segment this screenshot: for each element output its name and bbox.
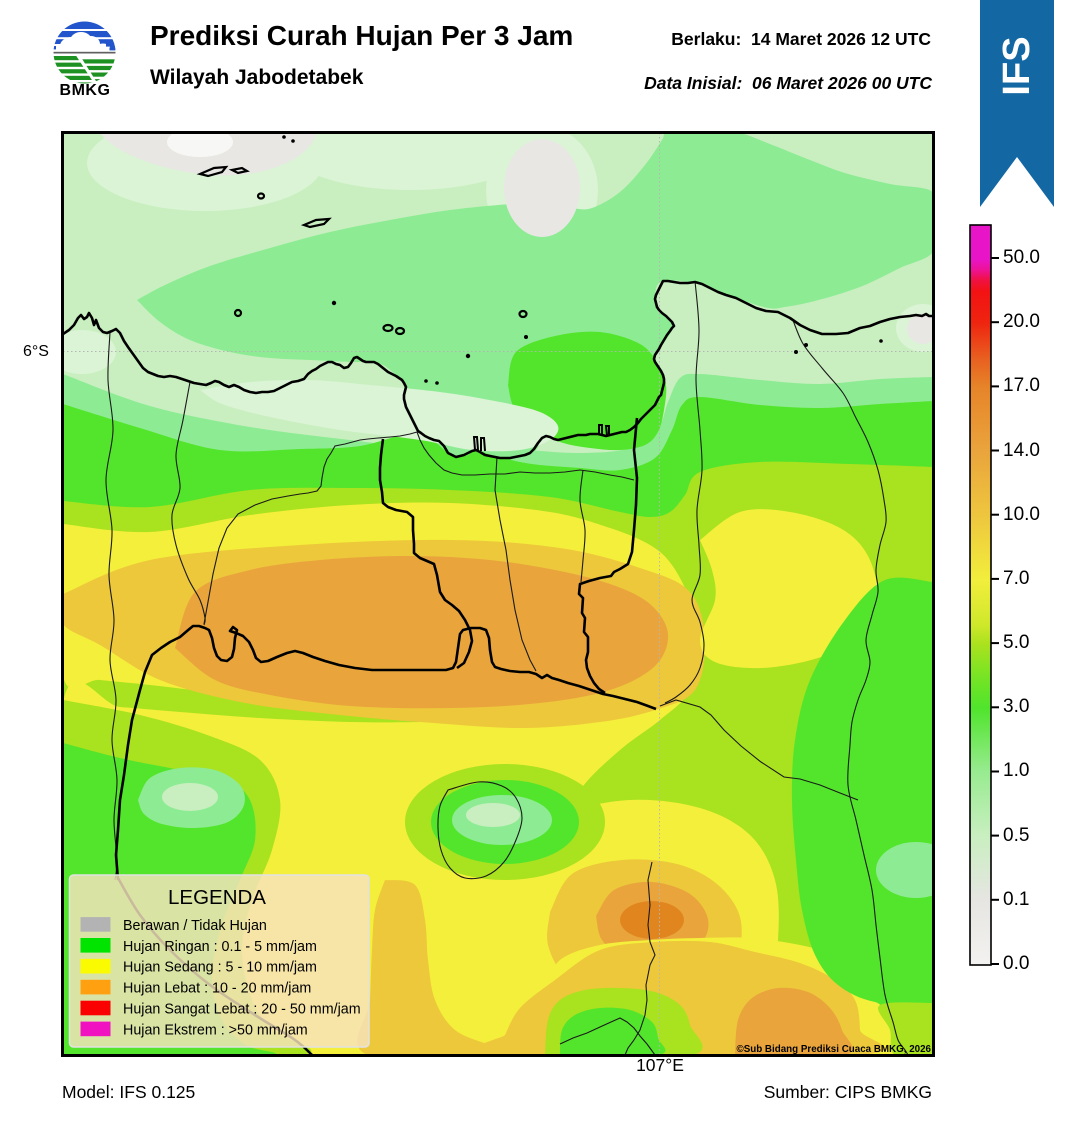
svg-text:Berawan / Tidak Hujan: Berawan / Tidak Hujan: [123, 918, 267, 934]
svg-text:Hujan Sangat Lebat : 20 - 50 m: Hujan Sangat Lebat : 20 - 50 mm/jam: [123, 1002, 361, 1018]
svg-text:Hujan Ekstrem : >50 mm/jam: Hujan Ekstrem : >50 mm/jam: [123, 1022, 308, 1038]
svg-text:©Sub Bidang Prediksi Cuaca BMK: ©Sub Bidang Prediksi Cuaca BMKG, 2026: [736, 1044, 931, 1055]
svg-text:IFS: IFS: [996, 36, 1038, 95]
svg-text:LEGENDA: LEGENDA: [168, 886, 266, 909]
svg-text:Hujan Sedang : 5 - 10 mm/jam: Hujan Sedang : 5 - 10 mm/jam: [123, 960, 317, 976]
svg-text:Hujan Lebat : 10 - 20 mm/jam: Hujan Lebat : 10 - 20 mm/jam: [123, 981, 311, 997]
svg-text:Hujan Ringan : 0.1 - 5 mm/jam: Hujan Ringan : 0.1 - 5 mm/jam: [123, 939, 317, 955]
